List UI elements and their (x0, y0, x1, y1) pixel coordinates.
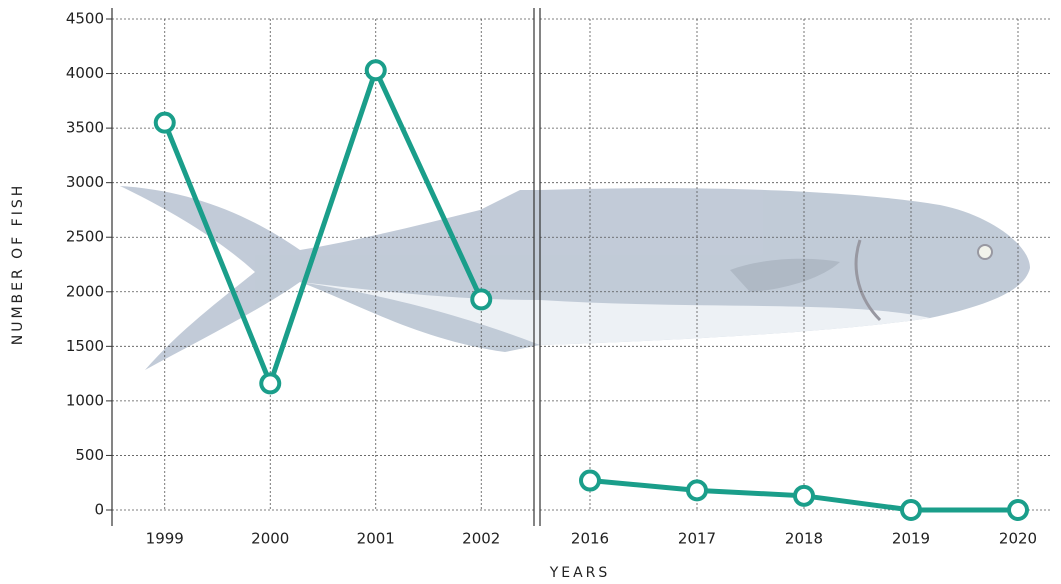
y-tick-label: 1500 (66, 337, 104, 355)
y-tick-label: 4500 (66, 10, 104, 28)
y-tick-label: 1000 (66, 391, 104, 409)
x-axis-title: YEARS (549, 565, 611, 581)
x-tick-label: 1999 (146, 530, 184, 548)
data-point (1007, 499, 1029, 521)
x-tick-label: 2000 (251, 530, 289, 548)
data-point (900, 499, 922, 521)
data-point (153, 111, 176, 134)
y-tick-label: 3500 (66, 119, 104, 137)
data-point (364, 59, 387, 82)
fish-illustration (120, 186, 1030, 370)
data-point (259, 372, 282, 395)
x-tick-label: 2017 (678, 530, 716, 548)
data-point (793, 484, 815, 507)
data-line (162, 67, 484, 386)
x-tick-label: 2020 (999, 530, 1037, 548)
data-point (579, 469, 601, 492)
x-tick-label: 2001 (357, 530, 395, 548)
x-tick-label: 2019 (892, 530, 930, 548)
y-tick-label: 3000 (66, 173, 104, 191)
y-tick-label: 4000 (66, 64, 104, 82)
y-tick-label: 2000 (66, 282, 104, 300)
data-point (686, 479, 708, 502)
plot-area: 0 500 1000 1500 2000 2500 3000 3500 4000 4500 1999… (66, 10, 1050, 548)
y-tick-label: 500 (75, 446, 104, 464)
y-axis-title: NUMBER OF FISH (10, 183, 26, 346)
x-tick-label: 2016 (571, 530, 609, 548)
y-tick-label: 2500 (66, 228, 104, 246)
y-tick-label: 0 (94, 501, 104, 519)
data-point (470, 288, 493, 311)
x-tick-label: 2018 (785, 530, 823, 548)
x-tick-label: 2002 (462, 530, 500, 548)
